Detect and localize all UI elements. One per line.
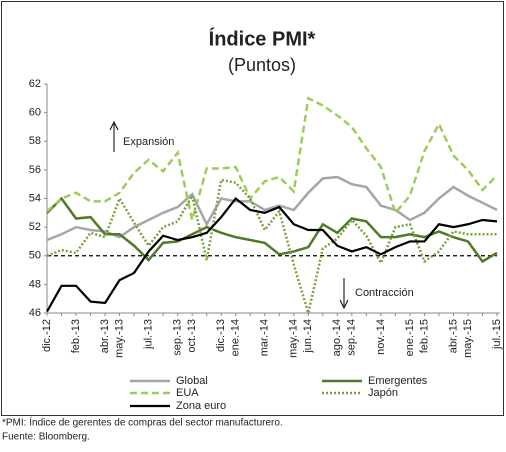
x-tick-label: feb.-13 — [70, 319, 82, 353]
x-tick-label: feb.-15 — [418, 319, 430, 353]
x-tick-label: may.-15 — [462, 319, 474, 358]
series-line — [46, 178, 497, 318]
legend-label: Global — [176, 375, 208, 387]
y-tick-label: 52 — [29, 221, 41, 233]
y-tick-label: 48 — [29, 278, 41, 290]
legend-label: Emergentes — [368, 375, 428, 387]
footnote: *PMI: Índice de gerentes de compras del … — [2, 416, 283, 429]
x-tick-label: abr.-13 — [99, 319, 111, 353]
x-tick-label: oct.-13 — [186, 319, 198, 353]
series-line — [46, 196, 498, 313]
x-tick-label: nov.-14 — [375, 319, 387, 355]
x-tick-label: sep.-14 — [346, 319, 358, 356]
x-tick-label: ago.-14 — [331, 319, 343, 356]
chart-title: Índice PMI* — [209, 27, 316, 50]
x-tick-label: dic.-12 — [41, 319, 53, 352]
y-tick-label: 50 — [29, 250, 41, 262]
y-tick-label: 46 — [29, 307, 41, 319]
x-tick-label: sep.-13 — [172, 319, 184, 356]
x-tick-label: mar.-14 — [259, 319, 271, 356]
legend-label: EUA — [176, 387, 199, 399]
source: Fuente: Bloomberg. — [2, 432, 90, 443]
legend-label: Zona euro — [176, 400, 226, 412]
x-tick-label: ene.-14 — [230, 319, 242, 356]
x-tick-label: may.-13 — [113, 319, 125, 358]
y-tick-label: 60 — [29, 107, 41, 119]
legend-label: Japón — [368, 387, 398, 399]
y-tick-label: 58 — [29, 135, 41, 147]
x-tick-label: ene.-15 — [404, 319, 416, 356]
series-line — [46, 196, 498, 264]
x-tick-label: jul.-15 — [491, 319, 503, 350]
x-tick-label: jul.-13 — [143, 319, 155, 350]
arrow-head — [109, 120, 119, 131]
y-tick-label: 56 — [29, 164, 41, 176]
x-tick-label: may.-14 — [288, 319, 300, 358]
chart-frame — [1, 1, 504, 416]
annotation: Expansión — [123, 136, 174, 148]
chart-subtitle: (Puntos) — [228, 55, 296, 75]
y-tick-label: 62 — [29, 78, 41, 90]
arrow-head — [339, 299, 349, 310]
annotation: Contracción — [355, 287, 414, 299]
y-tick-label: 54 — [29, 192, 41, 204]
x-tick-label: dic.-13 — [215, 319, 227, 352]
x-tick-label: jun.-14 — [302, 319, 314, 354]
series-line — [46, 96, 498, 221]
x-tick-label: abr.-15 — [447, 319, 459, 353]
